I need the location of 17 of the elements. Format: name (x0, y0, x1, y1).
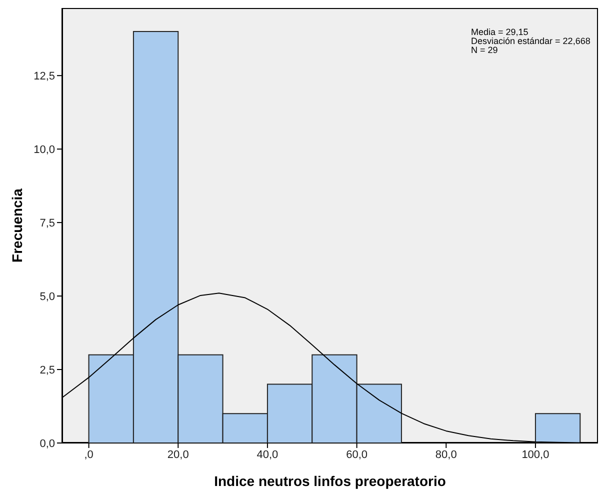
y-tick-label: 5,0 (40, 290, 55, 303)
annotation: Desviación estándar = 22,668 (471, 36, 590, 46)
y-tick-label: 7,5 (40, 217, 55, 230)
x-axis-title: Indice neutros linfos preoperatorio (214, 473, 446, 489)
x-tick-label: 40,0 (256, 448, 278, 461)
y-tick-label: 2,5 (40, 364, 55, 376)
y-tick-label: 0,0 (40, 438, 55, 450)
x-tick-label: 80,0 (435, 448, 457, 461)
annotation: Media = 29,15 (471, 27, 530, 37)
y-tick-label: 12,5 (34, 70, 55, 83)
x-tick-label: 100,0 (522, 448, 550, 461)
y-tick-label: 10,0 (34, 144, 55, 156)
annotation: N = 29 (471, 45, 499, 55)
y-axis-title: Frecuencia (8, 188, 25, 262)
x-tick-label: ,0 (84, 448, 94, 461)
x-tick-label: 20,0 (167, 448, 189, 461)
x-tick-label: 60,0 (346, 448, 368, 461)
